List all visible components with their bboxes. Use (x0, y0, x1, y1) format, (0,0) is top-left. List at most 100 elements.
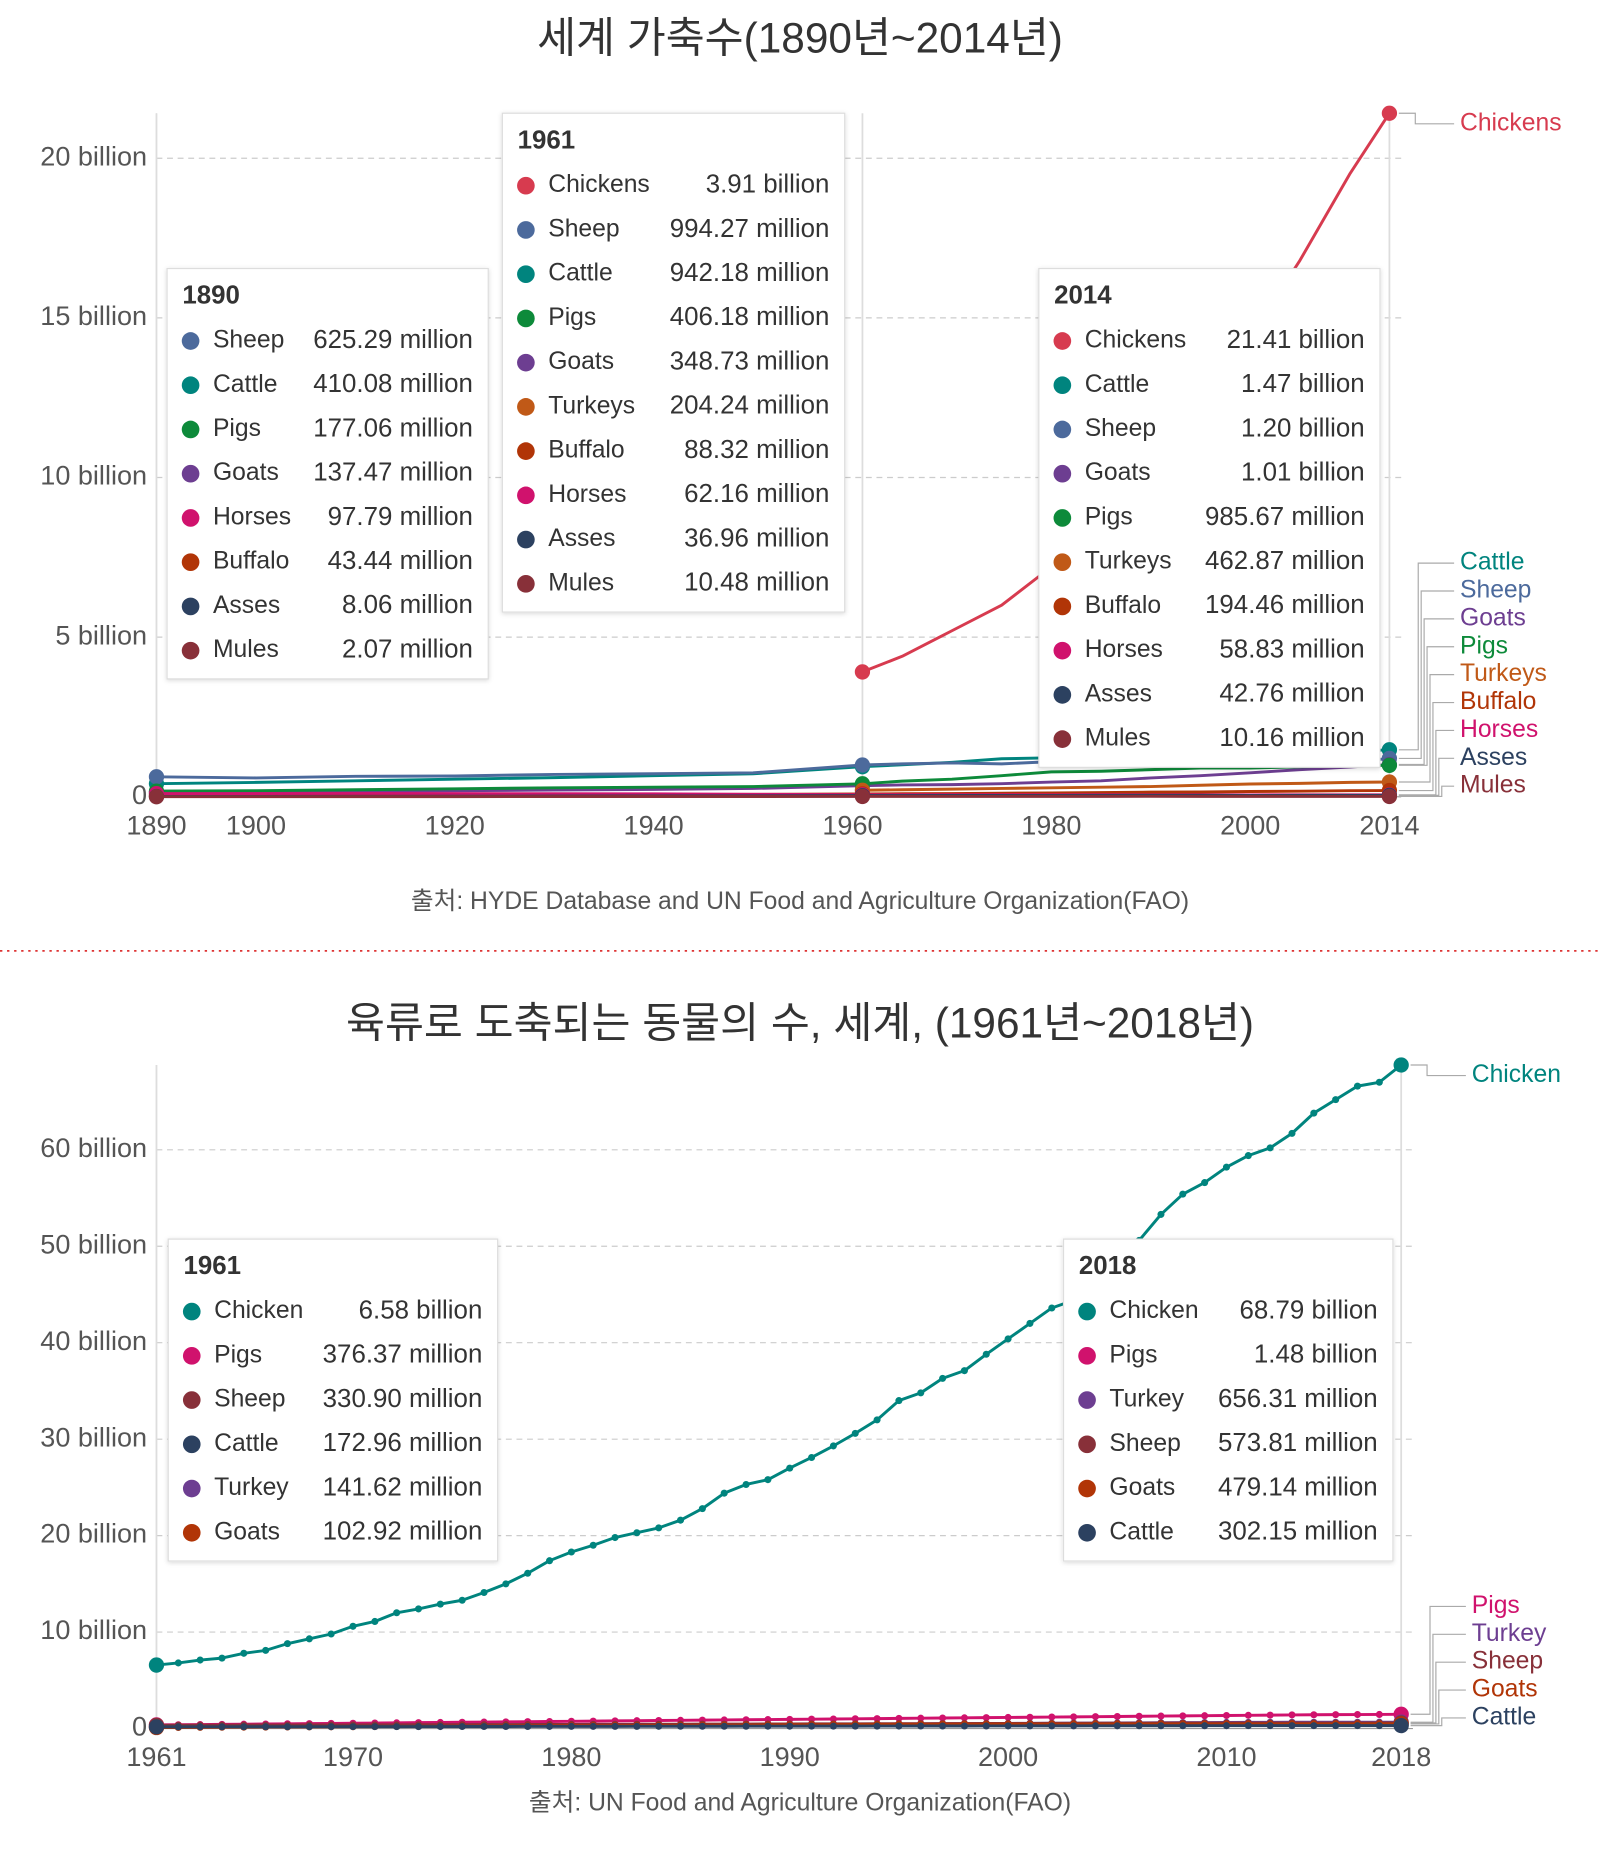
point (1201, 1712, 1209, 1720)
tooltip-swatch (517, 398, 535, 416)
point (458, 1722, 466, 1731)
point (960, 1722, 968, 1730)
label-leader (1398, 674, 1455, 783)
point (393, 1609, 401, 1617)
tooltip-swatch (1053, 376, 1072, 395)
tooltip-name: Cattle (214, 1430, 279, 1457)
hover-point (1393, 1057, 1409, 1073)
point (305, 1635, 313, 1643)
tooltip-value: 6.58 billion (359, 1296, 483, 1324)
point (174, 1723, 182, 1731)
tooltip-swatch (1053, 420, 1072, 439)
tooltip-value: 42.76 million (1219, 680, 1364, 708)
tooltip-name: Mules (1085, 725, 1151, 752)
tooltip-name: Turkeys (548, 392, 635, 419)
point (917, 1389, 925, 1397)
tooltip-swatch (517, 221, 535, 239)
tooltip: 1961 Chickens 3.91 billion Sheep 994.27 mill… (501, 112, 846, 613)
tooltip-value: 406.18 million (670, 303, 830, 331)
point (1026, 1722, 1034, 1730)
tooltip-box (1062, 1238, 1394, 1562)
tooltip-value: 204.24 million (670, 392, 830, 420)
x-tick-label: 1990 (760, 1742, 820, 1772)
tooltip-swatch (182, 1391, 201, 1409)
tooltip-swatch (182, 1435, 201, 1454)
tooltip-value: 656.31 million (1218, 1385, 1378, 1413)
label-leader (1398, 701, 1455, 792)
point (786, 1464, 794, 1472)
series-label: Mules (1460, 772, 1526, 799)
point (589, 1722, 597, 1730)
tooltip-swatch (1053, 686, 1072, 704)
point (1222, 1163, 1231, 1171)
point (1375, 1722, 1383, 1730)
tooltip-value: 21.41 billion (1227, 326, 1365, 354)
point (1157, 1712, 1165, 1720)
point (742, 1480, 750, 1489)
tooltip-name: Goats (213, 459, 279, 486)
point (1353, 1082, 1362, 1090)
label-leader (1398, 562, 1455, 751)
tooltip-value: 994.27 million (670, 215, 830, 243)
point (218, 1654, 226, 1662)
tooltip-value: 985.67 million (1205, 503, 1365, 531)
point (1091, 1713, 1099, 1721)
point (895, 1397, 903, 1405)
y-tick-label: 60 billion (40, 1133, 147, 1163)
label-leader (1398, 590, 1455, 760)
x-tick-label: 2018 (1371, 1742, 1431, 1772)
point (873, 1416, 881, 1424)
tooltip-title: 2018 (1079, 1252, 1137, 1280)
tooltip: 2018 Chicken 68.79 billion Pigs 1.48 billion… (1062, 1238, 1394, 1562)
point (895, 1714, 903, 1722)
tooltip-title: 1890 (182, 282, 240, 310)
point (524, 1569, 532, 1577)
point (633, 1529, 641, 1537)
point (196, 1723, 204, 1731)
hover-point (854, 788, 871, 805)
tooltip-name: Turkey (214, 1474, 289, 1501)
tooltip-swatch (517, 575, 535, 593)
label-leader (1410, 1661, 1466, 1724)
hover-point (148, 1657, 165, 1673)
tooltip-swatch (517, 309, 535, 328)
point (633, 1722, 641, 1730)
point (917, 1722, 925, 1730)
x-tick-label: 2000 (1220, 810, 1280, 840)
point (1070, 1713, 1078, 1721)
point (1375, 1078, 1383, 1086)
point (873, 1722, 881, 1730)
point (327, 1723, 335, 1731)
point (1157, 1210, 1165, 1218)
point (1266, 1722, 1274, 1730)
hover-point (148, 769, 165, 785)
point (1244, 1711, 1252, 1719)
label-leader (1410, 1633, 1466, 1723)
point (1332, 1096, 1340, 1104)
tooltip-swatch (517, 176, 535, 195)
series-label: Pigs (1472, 1592, 1520, 1619)
tooltip-value: 479.14 million (1218, 1473, 1378, 1501)
tooltip-name: Chickens (1085, 327, 1187, 354)
tooltip-value: 942.18 million (670, 259, 830, 287)
tooltip-name: Pigs (214, 1341, 262, 1368)
point (960, 1714, 968, 1722)
point (502, 1580, 510, 1588)
tooltip-value: 3.91 billion (706, 171, 830, 199)
series-line (156, 763, 1390, 793)
label-leader (1398, 646, 1455, 766)
x-tick-label: 1900 (226, 810, 286, 840)
tooltip-swatch (181, 597, 200, 616)
tooltip-name: Pigs (1085, 503, 1133, 530)
tooltip-swatch (1078, 1302, 1096, 1321)
source: 출처: UN Food and Agriculture Organization… (529, 1788, 1071, 1816)
point (1135, 1712, 1143, 1720)
tooltip-name: Cattle (548, 260, 613, 287)
tooltip-value: 177.06 million (313, 414, 473, 442)
point (1222, 1711, 1231, 1720)
tooltip-swatch (517, 265, 535, 283)
x-tick-label: 1970 (323, 1742, 383, 1772)
series-label: Horses (1460, 716, 1538, 743)
y-tick-label: 20 billion (40, 141, 147, 171)
tooltip-name: Horses (1085, 636, 1163, 663)
